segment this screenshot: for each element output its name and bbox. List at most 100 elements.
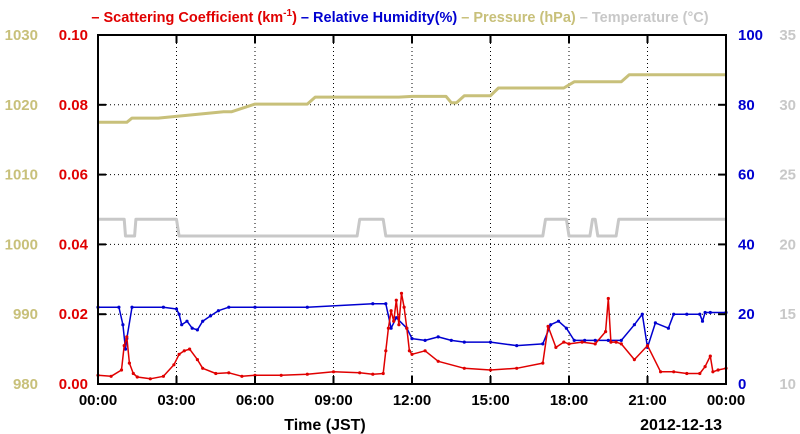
humidity-tick-label: 60 xyxy=(738,167,755,184)
data-point xyxy=(619,338,623,342)
data-point xyxy=(564,326,569,330)
legend-text: – Scattering Coefficient (km-1) – Relati… xyxy=(91,8,708,26)
data-point xyxy=(462,366,466,370)
data-point xyxy=(632,358,637,362)
data-point xyxy=(216,309,220,313)
scattering-tick-label: 0.04 xyxy=(59,236,89,253)
data-point xyxy=(384,349,388,353)
temperature-tick-label: 20 xyxy=(779,236,796,253)
data-point xyxy=(703,310,707,315)
pressure-tick-label: 1030 xyxy=(5,27,38,44)
data-point xyxy=(109,374,113,378)
temperature-tick-label: 25 xyxy=(779,167,796,184)
data-point xyxy=(554,345,558,349)
data-point xyxy=(703,365,707,369)
data-point xyxy=(399,291,404,295)
series-line-scattering-coefficient xyxy=(97,292,727,380)
data-point xyxy=(515,366,519,370)
data-point xyxy=(119,368,124,372)
x-tick-label: 00:00 xyxy=(707,392,745,409)
data-point xyxy=(698,371,702,376)
temperature-tick-label: 30 xyxy=(779,97,796,114)
data-point xyxy=(177,352,181,356)
data-point xyxy=(305,372,309,376)
data-point xyxy=(381,371,385,376)
data-point xyxy=(700,319,705,323)
data-point xyxy=(227,305,231,309)
data-point xyxy=(567,342,571,346)
data-point xyxy=(593,338,597,342)
legend: – Scattering Coefficient (km-1) – Relati… xyxy=(91,8,708,26)
scattering-tick-label: 0.00 xyxy=(59,376,88,393)
legend-dash: – xyxy=(297,10,313,26)
legend-dash: – xyxy=(576,10,592,26)
data-point xyxy=(371,302,375,306)
axis-labels: 00:00 03:00 06:00 09:00 12:00 15:00 18:00 21:00… xyxy=(5,27,796,409)
data-point xyxy=(331,370,336,374)
data-point xyxy=(130,305,134,309)
scattering-tick-label: 0.02 xyxy=(59,306,88,323)
data-point xyxy=(685,371,689,376)
data-point xyxy=(410,337,414,341)
data-point xyxy=(195,328,199,332)
data-point xyxy=(541,342,545,346)
humidity-tick-label: 20 xyxy=(738,306,755,323)
data-point xyxy=(593,342,597,346)
legend-entry: Scattering Coefficient (km xyxy=(103,10,283,26)
data-point xyxy=(208,314,213,318)
x-tick-label: 18:00 xyxy=(550,392,588,409)
data-point xyxy=(685,312,689,316)
data-point xyxy=(201,319,205,323)
data-point xyxy=(488,340,493,344)
data-point xyxy=(405,326,409,330)
data-point xyxy=(402,305,406,309)
axis-ticks xyxy=(97,34,727,385)
x-tick-label: 21:00 xyxy=(628,392,666,409)
pressure-tick-label: 1010 xyxy=(5,167,38,184)
scattering-tick-label: 0.10 xyxy=(59,27,88,44)
legend-entry: Relative Humidity(%) xyxy=(313,10,457,26)
data-point xyxy=(125,335,129,339)
data-point xyxy=(161,305,165,309)
date-label: 2012-12-13 xyxy=(640,417,722,434)
data-point xyxy=(394,316,398,320)
data-point xyxy=(711,370,715,374)
data-point xyxy=(148,377,152,381)
legend-entry: Pressure (hPa) xyxy=(473,10,576,26)
data-point xyxy=(423,349,427,353)
data-point xyxy=(389,326,393,330)
data-point xyxy=(358,371,362,375)
legend-entry: Temperature (°C) xyxy=(592,10,709,26)
x-axis-title: Time (JST) xyxy=(284,417,366,434)
data-point xyxy=(672,312,676,316)
data-point xyxy=(161,374,165,378)
data-point xyxy=(659,370,663,374)
temperature-tick-label: 35 xyxy=(779,27,796,44)
data-point xyxy=(185,319,189,323)
data-point xyxy=(188,347,192,351)
data-point xyxy=(606,338,610,342)
data-point xyxy=(609,340,613,344)
temperature-tick-label: 15 xyxy=(779,306,796,323)
data-point xyxy=(632,323,637,327)
data-point xyxy=(462,340,466,344)
data-point xyxy=(135,375,139,379)
data-point xyxy=(488,368,493,372)
data-point xyxy=(653,321,658,325)
x-tick-label: 12:00 xyxy=(393,392,431,409)
data-point xyxy=(423,338,427,342)
humidity-tick-label: 100 xyxy=(738,27,763,44)
pressure-tick-label: 980 xyxy=(13,376,38,393)
temperature-tick-label: 10 xyxy=(779,376,796,393)
humidity-tick-label: 40 xyxy=(738,236,755,253)
scattering-tick-label: 0.06 xyxy=(59,167,88,184)
data-point xyxy=(541,361,545,365)
data-point xyxy=(227,371,231,375)
data-point xyxy=(449,338,453,342)
data-point xyxy=(174,307,179,311)
data-point xyxy=(614,340,618,344)
pressure-tick-label: 1020 xyxy=(5,97,38,114)
data-point xyxy=(386,326,390,330)
data-point xyxy=(546,324,550,328)
